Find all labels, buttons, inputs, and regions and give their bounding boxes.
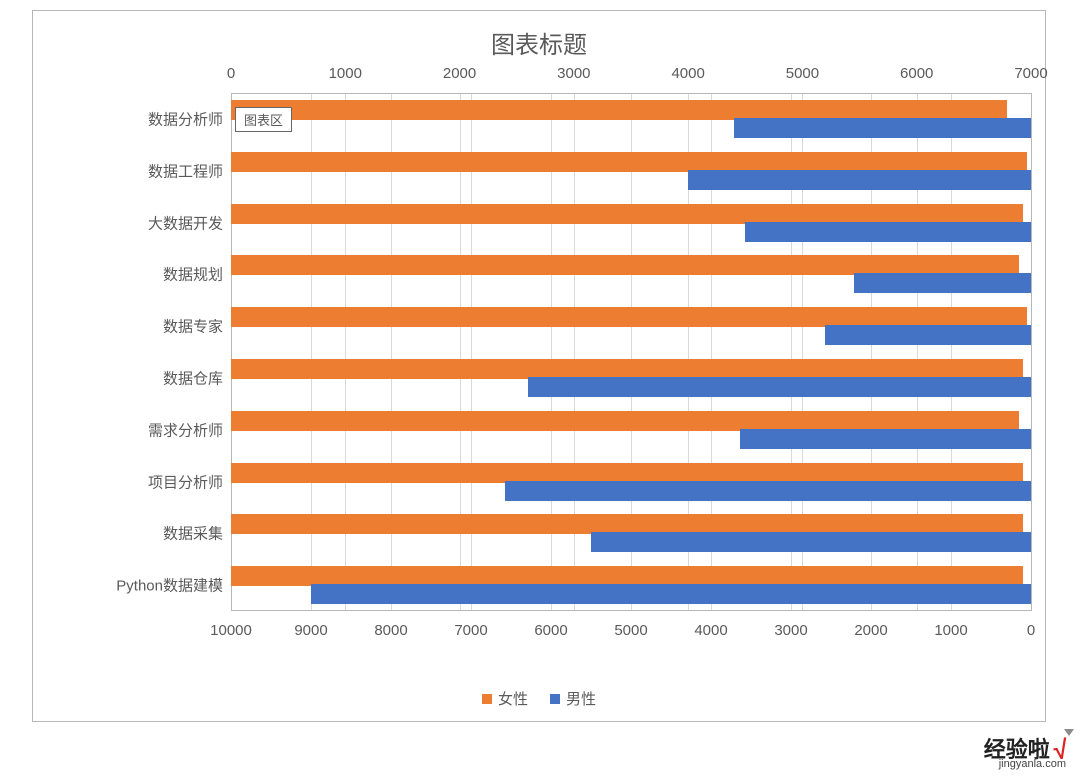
bar-male[interactable] xyxy=(688,170,1031,190)
category-label: 大数据开发 xyxy=(33,212,223,233)
bar-row xyxy=(231,145,1031,197)
bottom-tick: 5000 xyxy=(614,622,647,639)
bar-female[interactable] xyxy=(231,566,1023,586)
bar-male[interactable] xyxy=(734,118,1031,138)
bottom-tick: 4000 xyxy=(694,622,727,639)
bar-male[interactable] xyxy=(311,584,1031,604)
bar-male[interactable] xyxy=(591,532,1031,552)
bar-female[interactable] xyxy=(231,463,1023,483)
top-tick: 0 xyxy=(227,65,235,82)
bottom-tick: 7000 xyxy=(454,622,487,639)
bars-layer xyxy=(231,93,1031,611)
legend-swatch-icon xyxy=(482,694,492,704)
bar-female[interactable] xyxy=(231,411,1019,431)
category-label: 数据采集 xyxy=(33,523,223,544)
category-labels: 数据分析师数据工程师大数据开发数据规划数据专家数据仓库需求分析师项目分析师数据采… xyxy=(33,93,223,611)
bottom-tick: 9000 xyxy=(294,622,327,639)
bar-female[interactable] xyxy=(231,100,1007,120)
top-axis: 01000200030004000500060007000 xyxy=(231,65,1031,91)
category-label: 项目分析师 xyxy=(33,471,223,492)
top-tick: 7000 xyxy=(1014,65,1047,82)
top-tick: 2000 xyxy=(443,65,476,82)
stage: 图表标题 01000200030004000500060007000 10000… xyxy=(0,0,1080,776)
watermark: 经验啦 √ jingyanla.com xyxy=(984,735,1066,770)
bottom-tick: 6000 xyxy=(534,622,567,639)
bottom-tick: 10000 xyxy=(210,622,252,639)
category-label: 数据规划 xyxy=(33,264,223,285)
bar-row xyxy=(231,559,1031,611)
check-icon: √ xyxy=(1050,736,1068,764)
plot-area: 01000200030004000500060007000 1000090008… xyxy=(231,67,1031,637)
bar-row xyxy=(231,507,1031,559)
chart-frame: 图表标题 01000200030004000500060007000 10000… xyxy=(32,10,1046,722)
bottom-tick: 1000 xyxy=(934,622,967,639)
bar-male[interactable] xyxy=(745,222,1031,242)
legend-label: 女性 xyxy=(498,688,528,709)
bar-row xyxy=(231,456,1031,508)
top-tick: 4000 xyxy=(671,65,704,82)
chart-title: 图表标题 xyxy=(33,25,1045,60)
chart-area-tooltip: 图表区 xyxy=(235,107,292,132)
bar-row xyxy=(231,352,1031,404)
bottom-tick: 0 xyxy=(1027,622,1035,639)
top-tick: 6000 xyxy=(900,65,933,82)
bottom-tick: 2000 xyxy=(854,622,887,639)
gridline xyxy=(1031,93,1032,611)
bar-female[interactable] xyxy=(231,514,1023,534)
category-label: 需求分析师 xyxy=(33,419,223,440)
bar-female[interactable] xyxy=(231,152,1027,172)
tooltip-text: 图表区 xyxy=(244,113,283,128)
top-tick: 1000 xyxy=(329,65,362,82)
bar-male[interactable] xyxy=(528,377,1031,397)
bar-male[interactable] xyxy=(740,429,1031,449)
bar-row xyxy=(231,93,1031,145)
category-label: 数据仓库 xyxy=(33,367,223,388)
bar-male[interactable] xyxy=(825,325,1031,345)
bar-female[interactable] xyxy=(231,204,1023,224)
legend-item[interactable]: 女性 xyxy=(482,688,528,709)
top-tick: 3000 xyxy=(557,65,590,82)
bar-female[interactable] xyxy=(231,255,1019,275)
category-label: 数据专家 xyxy=(33,316,223,337)
legend: 女性 男性 xyxy=(33,688,1045,709)
legend-label: 男性 xyxy=(566,688,596,709)
category-label: 数据分析师 xyxy=(33,108,223,129)
bar-male[interactable] xyxy=(505,481,1031,501)
bottom-tick: 3000 xyxy=(774,622,807,639)
legend-swatch-icon xyxy=(550,694,560,704)
bar-row xyxy=(231,404,1031,456)
bar-row xyxy=(231,197,1031,249)
bar-female[interactable] xyxy=(231,307,1027,327)
bar-female[interactable] xyxy=(231,359,1023,379)
bar-row xyxy=(231,300,1031,352)
bottom-axis: 1000090008000700060005000400030002000100… xyxy=(231,613,1031,639)
top-tick: 5000 xyxy=(786,65,819,82)
legend-item[interactable]: 男性 xyxy=(550,688,596,709)
category-label: 数据工程师 xyxy=(33,160,223,181)
bottom-tick: 8000 xyxy=(374,622,407,639)
bar-row xyxy=(231,248,1031,300)
category-label: Python数据建模 xyxy=(33,575,223,596)
bar-male[interactable] xyxy=(854,273,1031,293)
